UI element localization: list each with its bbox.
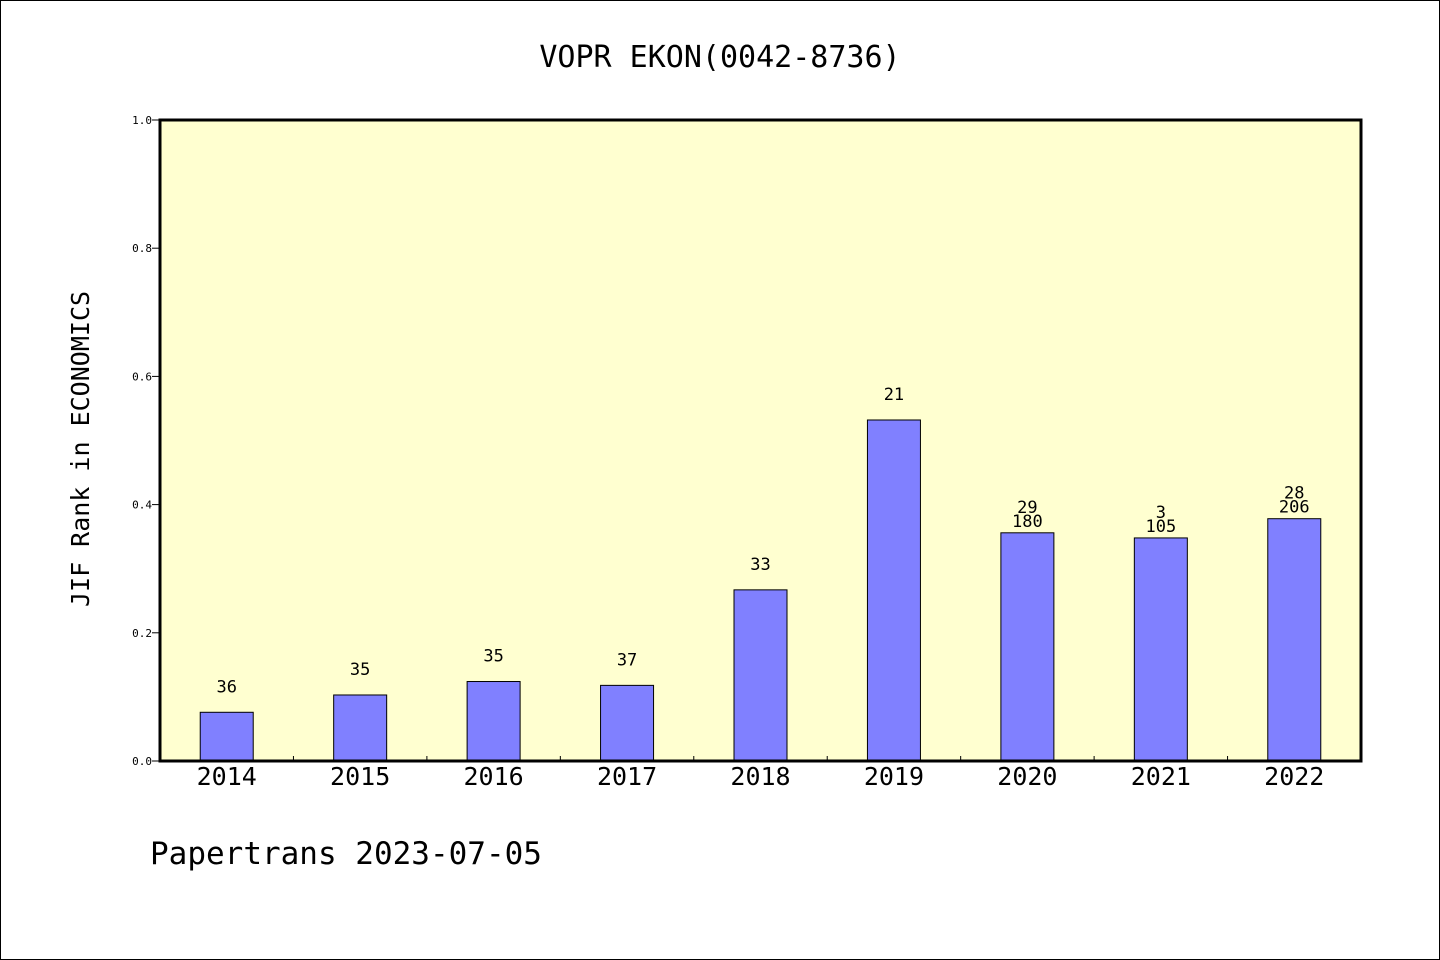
- bar-2014: [199, 711, 254, 762]
- y-tick-label: 0.2: [132, 627, 152, 640]
- footer-text: Papertrans 2023-07-05: [150, 836, 542, 872]
- chart-marks: 0.0 0.2 0.4 0.6 0.8 1.0 2014 36 2015 35 2016 35 2017…: [132, 114, 1324, 791]
- x-tick-label: 2015: [330, 762, 390, 791]
- data-label: 206: [1279, 498, 1310, 518]
- y-tick-label: 0.0: [132, 755, 152, 768]
- chart-title: VOPR EKON(0042-8736): [539, 40, 900, 75]
- y-axis-label: JIF Rank in ECONOMICS: [66, 291, 95, 607]
- data-label: 37: [617, 650, 637, 670]
- data-label: 35: [350, 660, 370, 680]
- bar-2020: [1000, 532, 1055, 762]
- bar-2016: [466, 681, 521, 762]
- x-tick-label: 2020: [997, 762, 1057, 791]
- y-tick-label: 0.4: [132, 499, 152, 512]
- data-label: 29: [1017, 498, 1037, 518]
- x-tick-label: 2018: [730, 762, 790, 791]
- x-tick-label: 2021: [1131, 762, 1191, 791]
- x-tick-label: 2016: [464, 762, 524, 791]
- bar-2015: [333, 694, 388, 762]
- bar-2018: [733, 589, 788, 762]
- bar-2019: [866, 419, 921, 762]
- x-tick-label: 2014: [197, 762, 257, 791]
- y-tick-label: 0.6: [132, 370, 152, 383]
- data-label: 28: [1284, 484, 1304, 504]
- data-label: 36: [216, 677, 236, 697]
- data-label: 105: [1145, 517, 1176, 537]
- data-label: 3: [1156, 503, 1166, 523]
- data-label: 21: [884, 385, 904, 405]
- x-tick-label: 2019: [864, 762, 924, 791]
- bar-2022: [1267, 518, 1322, 762]
- y-tick-label: 0.8: [132, 242, 152, 255]
- data-label: 180: [1012, 512, 1043, 532]
- y-tick-label: 1.0: [132, 114, 152, 127]
- x-tick-label: 2022: [1264, 762, 1324, 791]
- data-label: 35: [483, 647, 503, 667]
- plot-border: [158, 118, 1363, 763]
- bar-2017: [600, 684, 655, 762]
- bar-2021: [1133, 537, 1188, 762]
- data-label: 33: [750, 555, 770, 575]
- x-tick-label: 2017: [597, 762, 657, 791]
